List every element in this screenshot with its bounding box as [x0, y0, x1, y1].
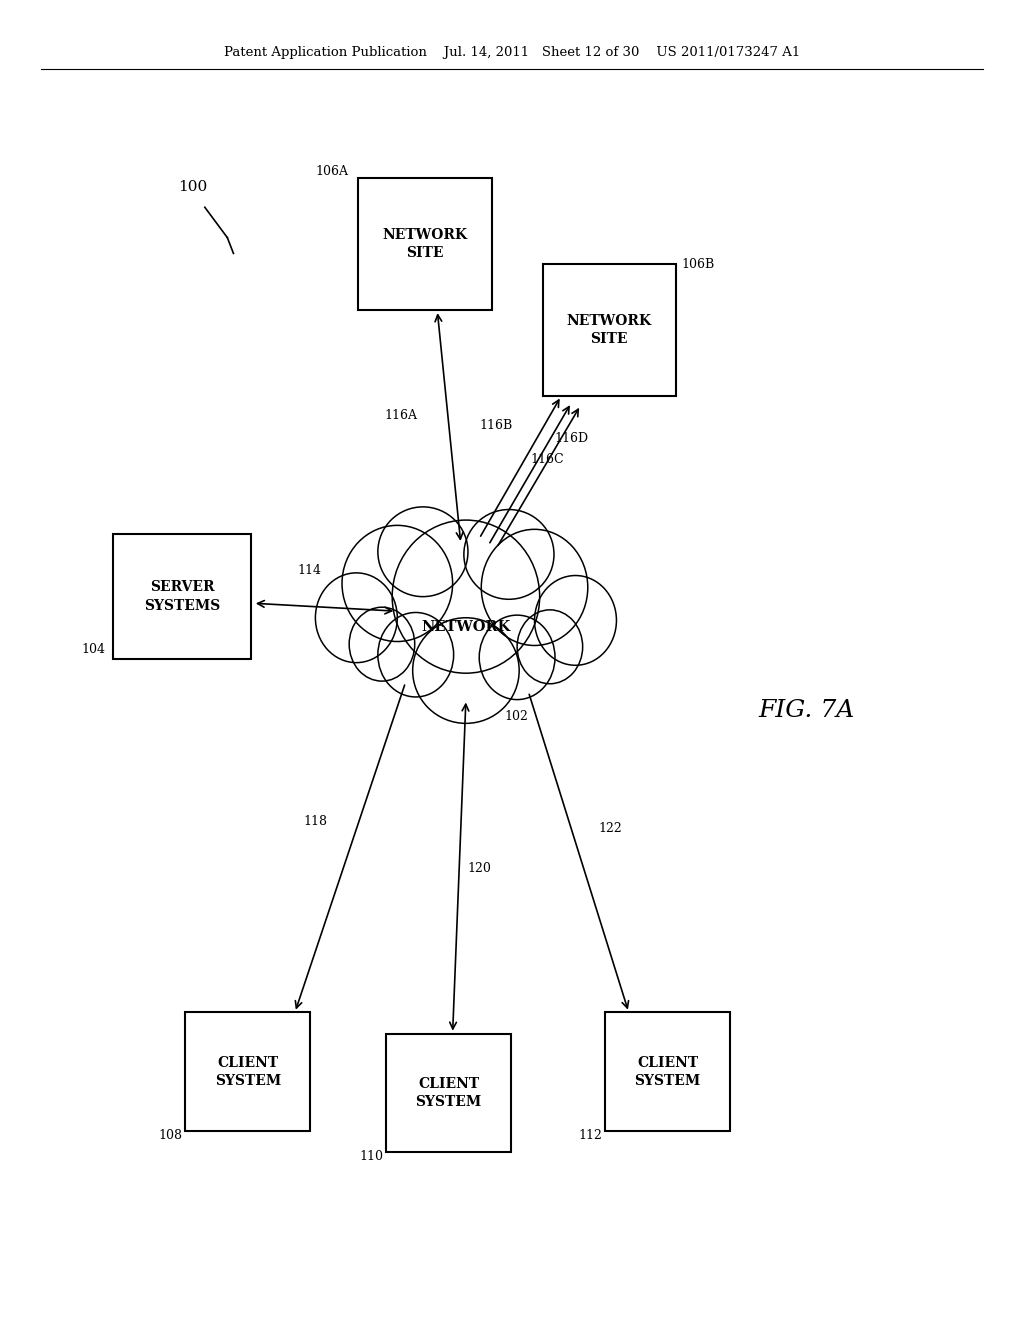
- Bar: [605, 1012, 730, 1131]
- Text: 104: 104: [82, 643, 105, 656]
- Ellipse shape: [517, 610, 583, 684]
- Bar: [358, 178, 492, 310]
- Ellipse shape: [464, 510, 554, 599]
- Text: 116A: 116A: [385, 409, 418, 422]
- Text: 122: 122: [598, 822, 623, 836]
- Bar: [113, 533, 252, 659]
- Text: 106B: 106B: [681, 257, 714, 271]
- Text: CLIENT
SYSTEM: CLIENT SYSTEM: [635, 1056, 700, 1088]
- Text: NETWORK
SITE: NETWORK SITE: [382, 228, 468, 260]
- Text: 116D: 116D: [554, 432, 589, 445]
- Ellipse shape: [535, 576, 616, 665]
- Text: 108: 108: [159, 1129, 182, 1142]
- Text: FIG. 7A: FIG. 7A: [759, 698, 855, 722]
- Ellipse shape: [349, 607, 415, 681]
- Ellipse shape: [315, 573, 397, 663]
- Ellipse shape: [392, 520, 540, 673]
- Text: CLIENT
SYSTEM: CLIENT SYSTEM: [215, 1056, 281, 1088]
- Text: 100: 100: [178, 181, 207, 194]
- Text: 116C: 116C: [530, 453, 563, 466]
- Text: 112: 112: [579, 1129, 602, 1142]
- Ellipse shape: [479, 615, 555, 700]
- Ellipse shape: [342, 525, 453, 642]
- Text: 110: 110: [359, 1150, 383, 1163]
- Text: SERVER
SYSTEMS: SERVER SYSTEMS: [144, 581, 220, 612]
- Text: NETWORK: NETWORK: [421, 620, 511, 634]
- Text: 120: 120: [467, 862, 492, 875]
- Text: 102: 102: [505, 710, 528, 723]
- Text: NETWORK
SITE: NETWORK SITE: [566, 314, 652, 346]
- Ellipse shape: [378, 612, 454, 697]
- Text: CLIENT
SYSTEM: CLIENT SYSTEM: [416, 1077, 481, 1109]
- Text: Patent Application Publication    Jul. 14, 2011   Sheet 12 of 30    US 2011/0173: Patent Application Publication Jul. 14, …: [224, 46, 800, 59]
- Text: 114: 114: [297, 564, 322, 577]
- Text: 116B: 116B: [479, 418, 512, 432]
- Bar: [386, 1034, 511, 1152]
- Bar: [543, 264, 676, 396]
- Ellipse shape: [378, 507, 468, 597]
- Ellipse shape: [481, 529, 588, 645]
- Bar: [185, 1012, 310, 1131]
- Text: 118: 118: [303, 814, 328, 828]
- Text: 106A: 106A: [315, 165, 348, 178]
- Ellipse shape: [413, 618, 519, 723]
